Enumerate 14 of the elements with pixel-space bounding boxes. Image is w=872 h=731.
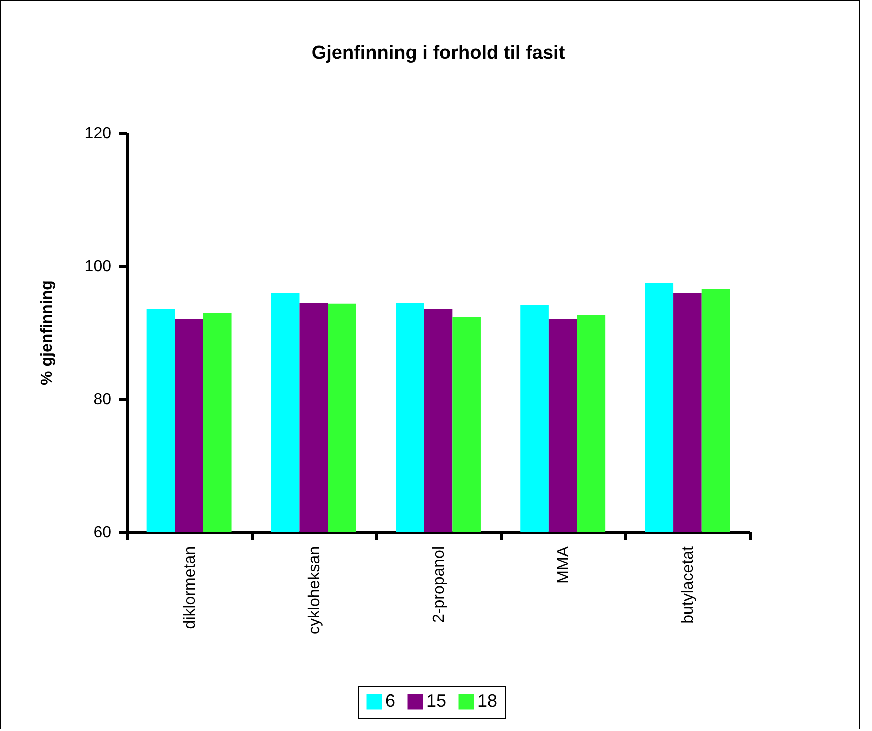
- x-tick-label: diklormetan: [182, 546, 199, 630]
- x-tick-label: cykloheksan: [306, 546, 324, 635]
- x-tick-label: 2-propanol: [431, 546, 448, 623]
- legend-label: 15: [426, 691, 447, 711]
- x-tick-label: MMA: [556, 546, 573, 584]
- y-tick-label: 120: [84, 126, 112, 142]
- y-tick-label: 60: [94, 524, 112, 542]
- x-tick-label: butylacetat: [680, 546, 698, 624]
- y-tick-label: 100: [84, 258, 112, 276]
- y-axis-title: % gjenfinning: [38, 280, 56, 386]
- chart-title: Gjenfinning i forhold til fasit: [312, 43, 566, 64]
- legend-label: 6: [386, 691, 396, 711]
- legend-label: 18: [478, 691, 498, 711]
- y-tick-label: 80: [94, 392, 112, 408]
